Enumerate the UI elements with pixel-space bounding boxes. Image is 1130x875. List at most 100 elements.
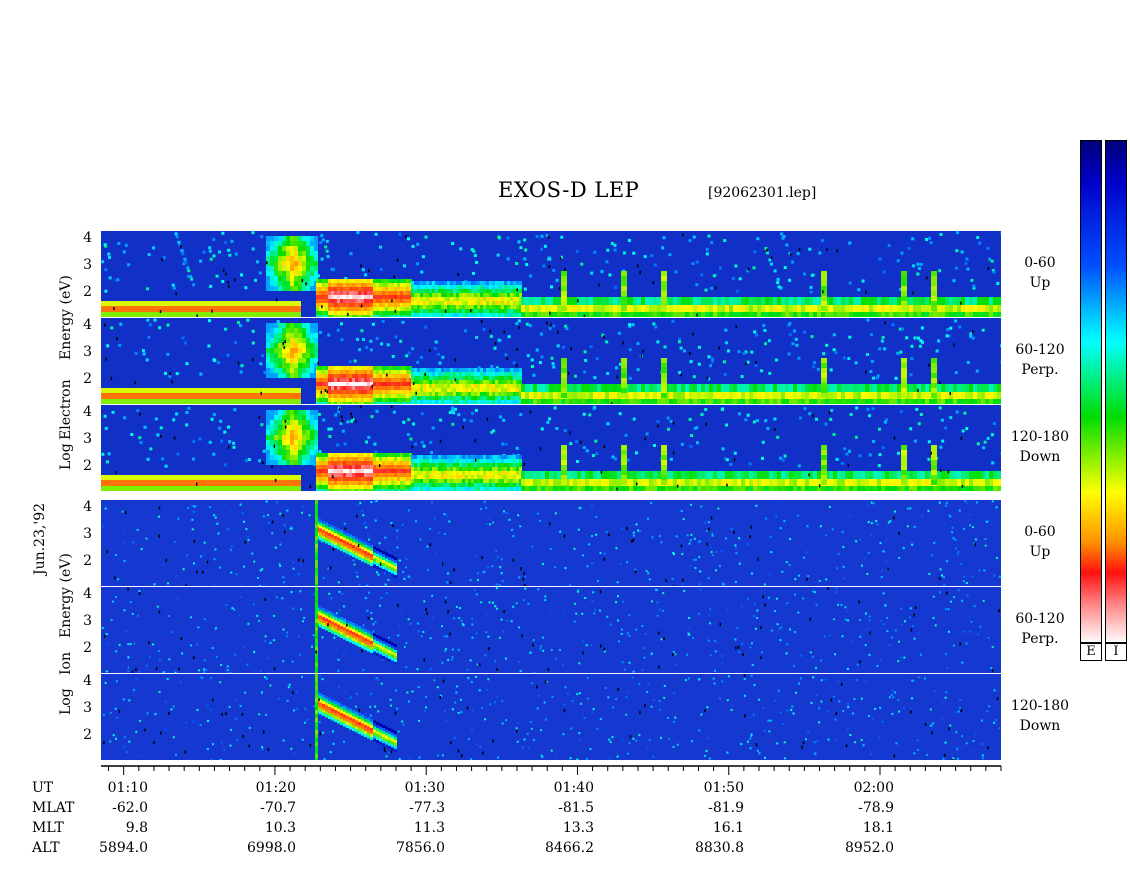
dropout-mark	[260, 391, 262, 395]
noise-cell	[632, 251, 636, 255]
burst-cell	[310, 420, 314, 425]
burst-cell	[270, 246, 274, 251]
flux-cell	[277, 486, 281, 491]
flux-cell	[334, 477, 337, 481]
flux-cell	[173, 301, 177, 306]
flux-cell	[319, 489, 322, 491]
noise-cell	[207, 344, 211, 348]
flux-cell	[453, 400, 456, 404]
flux-cell	[289, 480, 293, 486]
flux-cell	[465, 463, 468, 467]
burst-cell	[298, 323, 302, 328]
flux-cell	[355, 390, 358, 394]
flux-cell	[817, 471, 821, 479]
flux-cell	[197, 306, 201, 312]
noise-cell	[635, 451, 638, 455]
flux-cell	[145, 480, 149, 486]
flux-cell	[343, 303, 346, 307]
flux-cell	[533, 384, 537, 392]
flux-cell	[129, 480, 133, 486]
flux-cell	[486, 400, 489, 404]
flux-cell	[403, 481, 406, 485]
flux-cell	[438, 475, 441, 479]
flux-cell	[121, 486, 125, 491]
flux-cell	[101, 486, 105, 491]
flux-cell	[489, 483, 492, 487]
flux-cell	[406, 295, 409, 299]
flux-cell	[985, 471, 989, 479]
dropout-mark	[696, 313, 698, 317]
flux-cell	[382, 279, 385, 283]
flux-cell	[837, 486, 841, 491]
noise-cell	[153, 318, 157, 322]
flux-cell	[969, 479, 973, 486]
noise-cell	[704, 288, 708, 292]
flux-cell	[805, 479, 809, 486]
noise-cell	[779, 456, 782, 460]
flux-cell	[423, 289, 426, 293]
noise-cell	[244, 286, 248, 290]
flux-cell	[429, 467, 432, 471]
flux-cell	[394, 311, 397, 315]
spike-cell	[561, 480, 567, 485]
burst-cell	[266, 261, 270, 266]
flux-cell	[435, 281, 438, 285]
flux-cell	[761, 479, 765, 486]
flux-cell	[553, 297, 557, 305]
flux-cell	[492, 483, 495, 487]
noise-cell	[398, 232, 402, 236]
flux-cell	[358, 386, 361, 390]
flux-cell	[513, 289, 516, 293]
flux-cell	[447, 380, 450, 384]
noise-cell	[636, 368, 640, 372]
flux-cell	[169, 480, 173, 486]
flux-cell	[411, 487, 414, 491]
flux-cell	[729, 305, 733, 312]
flux-cell	[411, 463, 414, 467]
flux-cell	[328, 402, 331, 404]
dropout-mark	[480, 320, 483, 324]
flux-cell	[617, 305, 621, 312]
noise-cell	[386, 343, 390, 347]
spike-cell	[621, 470, 627, 475]
burst-cell	[274, 410, 278, 415]
flux-cell	[993, 384, 997, 392]
burst-cell	[270, 353, 274, 358]
noise-cell	[857, 288, 861, 292]
noise-cell	[540, 427, 544, 431]
flux-cell	[529, 392, 533, 399]
flux-cell	[406, 469, 409, 473]
spike-cell	[821, 368, 827, 373]
flux-cell	[929, 312, 933, 317]
flux-cell	[557, 486, 561, 491]
burst-cell	[270, 281, 274, 286]
flux-cell	[498, 297, 501, 301]
flux-cell	[641, 486, 645, 491]
flux-cell	[388, 378, 391, 382]
spike-cell	[901, 480, 907, 485]
noise-cell	[161, 457, 165, 461]
noise-cell	[234, 252, 238, 256]
dropout-mark	[961, 485, 964, 488]
spike-cell	[901, 281, 907, 286]
burst-cell	[274, 236, 278, 241]
flux-cell	[945, 384, 949, 392]
flux-cell	[352, 485, 355, 489]
flux-cell	[613, 297, 617, 305]
noise-cell	[769, 262, 773, 266]
flux-cell	[337, 374, 340, 378]
flux-cell	[450, 372, 453, 376]
flux-cell	[637, 392, 641, 399]
noise-cell	[723, 457, 727, 461]
flux-cell	[773, 312, 777, 317]
flux-cell	[462, 487, 465, 491]
flux-cell	[417, 289, 420, 293]
burst-cell	[290, 425, 294, 430]
flux-cell	[985, 486, 989, 491]
flux-cell	[605, 384, 609, 392]
noise-cell	[117, 242, 121, 245]
flux-cell	[403, 461, 406, 465]
spike-cell	[931, 388, 937, 393]
flux-cell	[885, 392, 889, 399]
flux-cell	[713, 312, 717, 317]
